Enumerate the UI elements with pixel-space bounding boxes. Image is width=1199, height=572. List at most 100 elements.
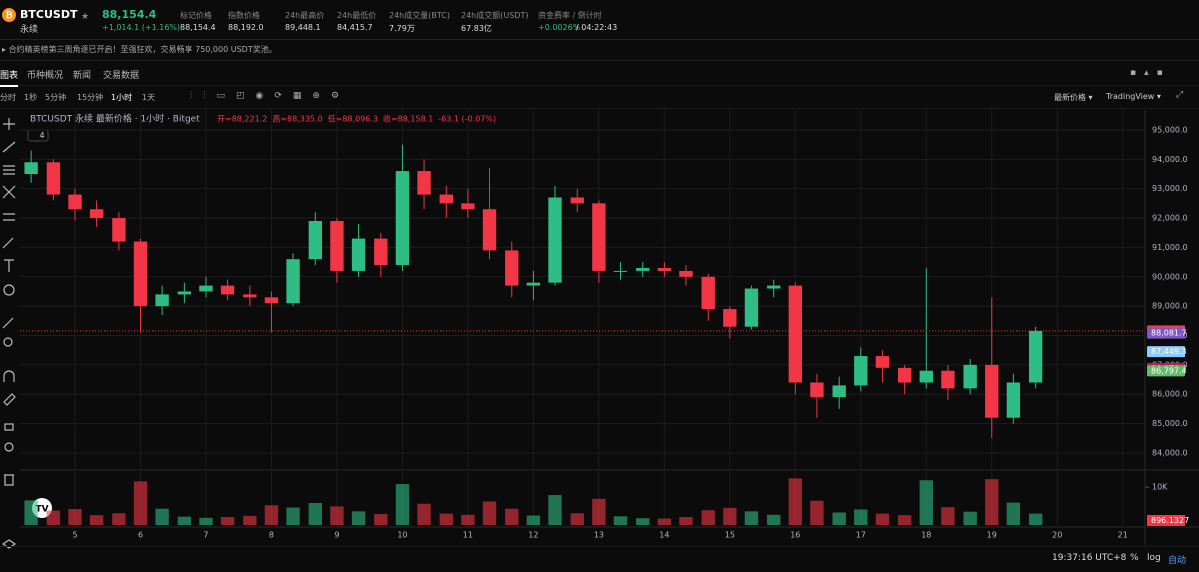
symbol[interactable]: BTCUSDT <box>20 8 78 21</box>
volume-bar <box>875 513 890 525</box>
candle-body <box>679 270 693 277</box>
auto-toggle[interactable]: 自动 <box>1168 556 1187 566</box>
x-tick-label: 18 <box>921 531 931 540</box>
x-tick-label: 20 <box>1052 531 1062 540</box>
layout-text: TradingView <box>1106 92 1155 101</box>
interval[interactable]: 1小时 <box>111 93 133 102</box>
volume-bar <box>330 506 344 525</box>
brush-tool[interactable] <box>2 237 14 249</box>
price-label-bg <box>1147 365 1185 377</box>
price-label: 87,449.3 <box>1151 347 1187 356</box>
tab-icons[interactable]: ▪▴▪ <box>1130 68 1171 78</box>
volume-bar <box>767 514 781 525</box>
expand[interactable]: ⤢ <box>1176 90 1184 100</box>
layout[interactable]: TradingView ▾ <box>1106 92 1161 101</box>
emoji-tool[interactable] <box>3 284 15 296</box>
y-tick-label: 84,000.0 <box>1152 448 1188 457</box>
interval[interactable]: 1秒 <box>24 93 38 102</box>
volume-bar <box>613 516 628 525</box>
x-tick-label: 9 <box>334 531 339 540</box>
volume-bar <box>199 517 213 525</box>
candle-body <box>505 250 519 286</box>
stat-value: 67.83亿 <box>461 24 492 33</box>
candle-body <box>286 259 300 304</box>
drawing-toolbar <box>1 118 17 549</box>
interval[interactable]: 分时 <box>0 93 16 102</box>
volume-bar <box>1006 502 1021 525</box>
eye-tool[interactable] <box>4 442 14 452</box>
candle-body <box>941 370 955 389</box>
volume-bar <box>744 511 759 525</box>
ohlc-legend: -63.1 (-0.07%) <box>438 115 496 124</box>
line-tool[interactable] <box>2 141 16 153</box>
candle-body <box>897 367 912 383</box>
indicator-badge[interactable] <box>27 129 49 142</box>
candle-body <box>461 203 475 210</box>
ohlc-legend: 开=88,221.2 <box>217 115 267 124</box>
ohlc-legend: 收=88,158.1 <box>383 114 433 124</box>
tab[interactable]: 新闻 <box>73 71 92 81</box>
log-toggle[interactable]: log <box>1147 553 1161 563</box>
price-change: +1,014.1 (+1.16%) <box>102 23 181 32</box>
candle-body <box>439 194 453 204</box>
volume-bar <box>482 501 497 525</box>
volume-tick-label: 10K <box>1152 483 1168 492</box>
ruler-tool[interactable] <box>2 317 14 329</box>
candle-body <box>526 282 541 286</box>
channel-tool[interactable] <box>3 165 15 175</box>
candle-body <box>243 294 257 298</box>
lock-tool[interactable] <box>4 423 14 431</box>
zoom-tool[interactable] <box>3 337 13 347</box>
crosshair-tool[interactable] <box>3 118 15 130</box>
pattern-tool[interactable] <box>2 185 16 199</box>
candle-body <box>133 241 148 307</box>
volume-label-bg <box>1147 515 1185 526</box>
x-tick-label: 15 <box>725 531 735 540</box>
tab[interactable]: 交易数据 <box>103 71 140 81</box>
price-type[interactable]: 最新价格 ▾ <box>1054 93 1093 102</box>
stat-label: 24h最低价 <box>337 11 377 20</box>
interval[interactable]: 1天 <box>142 93 156 102</box>
price-label: 86,797.4 <box>1151 366 1187 375</box>
volume-bar <box>636 518 650 525</box>
text-tool[interactable] <box>4 259 14 272</box>
volume-bar <box>941 507 955 525</box>
stat-label: 指数价格 <box>228 11 260 20</box>
last-price: 88,154.4 <box>102 8 157 21</box>
y-tick-label: 91,000.0 <box>1152 243 1188 252</box>
candle-body <box>548 197 562 283</box>
ohlc-legend: 低=88,096.3 <box>328 114 378 124</box>
x-tick-label: 16 <box>790 531 800 540</box>
tab[interactable]: 图表 <box>0 68 19 87</box>
candle-body <box>264 297 279 304</box>
candle-body <box>810 382 824 398</box>
svg-text:₿: ₿ <box>5 10 12 21</box>
volume-bar <box>155 508 169 525</box>
candle-body <box>788 285 802 383</box>
trash-tool[interactable] <box>4 474 14 486</box>
stat-value: +0.0026% <box>538 23 581 32</box>
candle-body <box>177 291 192 295</box>
volume-bar <box>548 495 562 525</box>
magnet-tool[interactable] <box>3 370 15 382</box>
candle-body <box>744 288 759 327</box>
tab[interactable]: 币种概况 <box>27 71 64 81</box>
announcement[interactable]: ▸ 合约精英榜第三周角逐已开启！至强狂欢，交易畅享 750,000 USDT奖池… <box>2 45 277 54</box>
tool-icons[interactable]: ⫶⫶▭◰◉⟳▦⊕⚙ <box>190 91 351 101</box>
favorite-star[interactable]: ★ <box>81 12 90 22</box>
candle-body <box>24 162 38 175</box>
divider <box>0 108 1199 109</box>
x-tick-label: 12 <box>528 531 538 540</box>
x-tick-label: 11 <box>463 531 473 540</box>
candle-body <box>89 209 104 219</box>
fib-tool[interactable] <box>3 213 15 221</box>
y-tick-label: 95,000.0 <box>1152 125 1188 134</box>
interval[interactable]: 15分钟 <box>77 93 104 102</box>
percent-toggle[interactable]: % <box>1130 553 1139 563</box>
candle-body <box>919 370 933 383</box>
volume-bar <box>243 515 257 525</box>
pencil-tool[interactable] <box>3 393 16 406</box>
candle-body <box>657 267 672 271</box>
interval[interactable]: 5分钟 <box>45 93 67 102</box>
